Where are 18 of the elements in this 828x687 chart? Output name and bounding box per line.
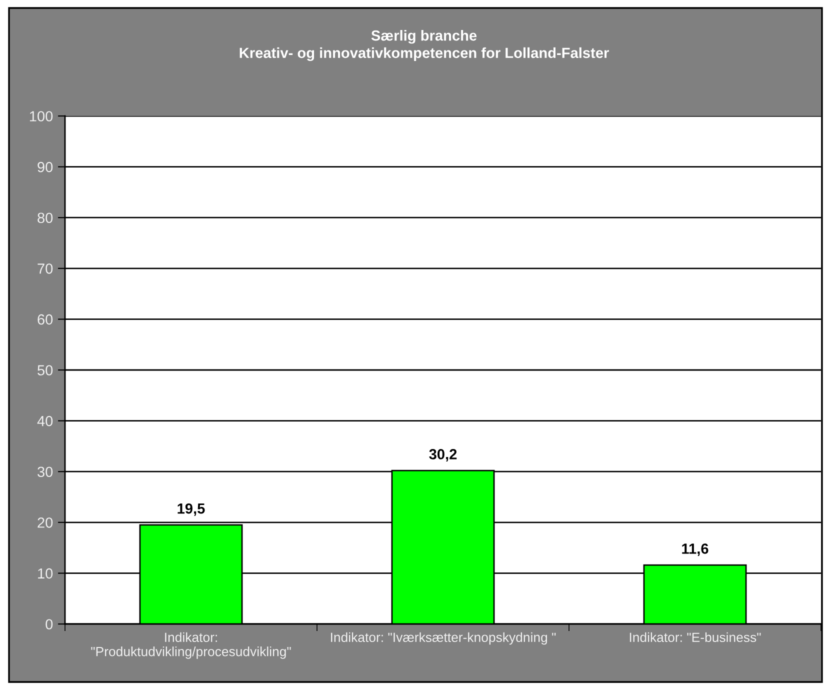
chart-title: Særlig branche Kreativ- og innovativkompetencen for Lolland-Falster bbox=[240, 30, 609, 62]
x-tick-label: Indikator: "E-business" bbox=[630, 632, 761, 642]
y-tick-label: 60 bbox=[38, 314, 53, 325]
y-tick-label: 80 bbox=[38, 212, 53, 224]
y-tick-label: 30 bbox=[38, 466, 53, 478]
data-label: 30,2 bbox=[429, 449, 457, 462]
y-tick-label: 10 bbox=[38, 568, 53, 579]
data-label: 11,6 bbox=[682, 544, 708, 556]
y-tick-label: 20 bbox=[38, 518, 53, 528]
y-tick-label: 70 bbox=[38, 264, 53, 274]
y-tick-label: 0 bbox=[46, 619, 53, 630]
data-label: 19,5 bbox=[178, 503, 205, 516]
y-tick-label: 100 bbox=[30, 111, 53, 122]
y-tick-label: 50 bbox=[38, 365, 53, 376]
y-tick-label: 40 bbox=[37, 416, 53, 426]
y-tick-label: 90 bbox=[38, 162, 53, 172]
x-tick-label: Indikator: "Produktudvikling/procesudvikling" bbox=[91, 632, 291, 659]
x-tick-label: Indikator: "Iværksætter-knopskydning " bbox=[331, 632, 556, 645]
